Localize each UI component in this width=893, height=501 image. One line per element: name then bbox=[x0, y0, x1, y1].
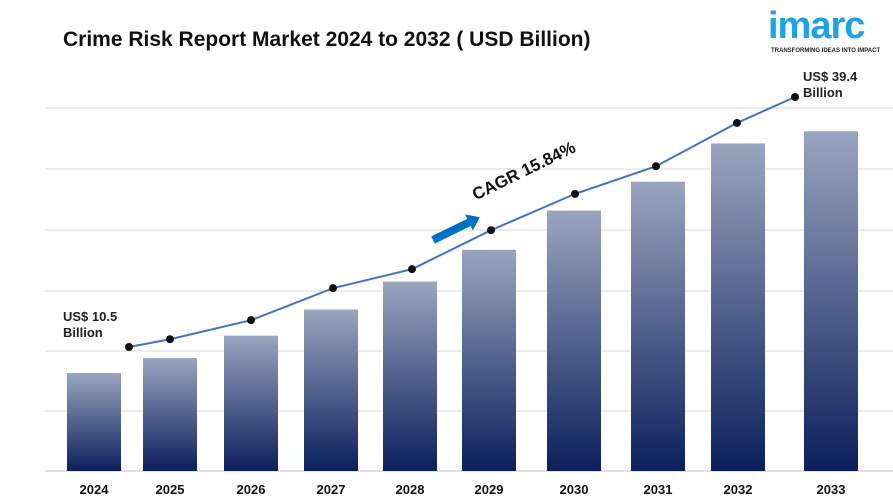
trend-point bbox=[166, 335, 174, 344]
start-value-label: US$ 10.5 Billion bbox=[63, 309, 117, 341]
trend-point bbox=[125, 343, 133, 351]
bar-2030 bbox=[547, 210, 601, 471]
x-tick-label: 2031 bbox=[644, 482, 673, 497]
bar-2032 bbox=[711, 143, 765, 471]
bar-2027 bbox=[304, 309, 358, 471]
end-value: US$ 39.4 bbox=[803, 69, 858, 84]
trend-point bbox=[487, 226, 495, 235]
start-value: US$ 10.5 bbox=[63, 309, 118, 324]
bar-2025 bbox=[143, 358, 197, 471]
bar-2024 bbox=[67, 373, 121, 471]
trend-point bbox=[571, 189, 579, 198]
bar-2026 bbox=[224, 335, 278, 471]
bar-2033 bbox=[804, 131, 858, 471]
x-tick-label: 2033 bbox=[817, 482, 846, 497]
x-tick-label: 2024 bbox=[80, 482, 110, 497]
start-unit: Billion bbox=[63, 325, 103, 340]
x-tick-label: 2026 bbox=[237, 482, 266, 497]
bar-2028 bbox=[383, 281, 437, 471]
trend-line bbox=[128, 96, 796, 348]
x-tick-label: 2029 bbox=[475, 482, 504, 497]
logo-tagline: TRANSFORMING IDEAS INTO IMPACT bbox=[771, 48, 881, 54]
trend-point bbox=[652, 162, 660, 171]
x-tick-label: 2032 bbox=[724, 482, 753, 497]
x-tick-label: 2030 bbox=[560, 482, 589, 497]
x-tick-label: 2028 bbox=[396, 482, 425, 497]
trend-point bbox=[329, 284, 337, 293]
x-tick-label: 2027 bbox=[317, 482, 346, 497]
chart-title: Crime Risk Report Market 2024 to 2032 ( … bbox=[63, 28, 591, 51]
bar-2031 bbox=[631, 181, 685, 471]
end-unit: Billion bbox=[803, 85, 843, 100]
trend-point bbox=[791, 93, 799, 101]
imarc-logo: imarc TRANSFORMING IDEAS INTO IMPACT bbox=[768, 4, 893, 54]
trend-point bbox=[733, 118, 741, 127]
logo-text: imarc bbox=[768, 5, 865, 47]
end-value-label: US$ 39.4 Billion bbox=[803, 69, 857, 101]
trend-point bbox=[408, 265, 416, 274]
bar-2029 bbox=[462, 249, 516, 471]
cagr-arrow-icon bbox=[431, 214, 480, 244]
trend-point bbox=[247, 316, 255, 325]
x-tick-label: 2025 bbox=[156, 482, 185, 497]
